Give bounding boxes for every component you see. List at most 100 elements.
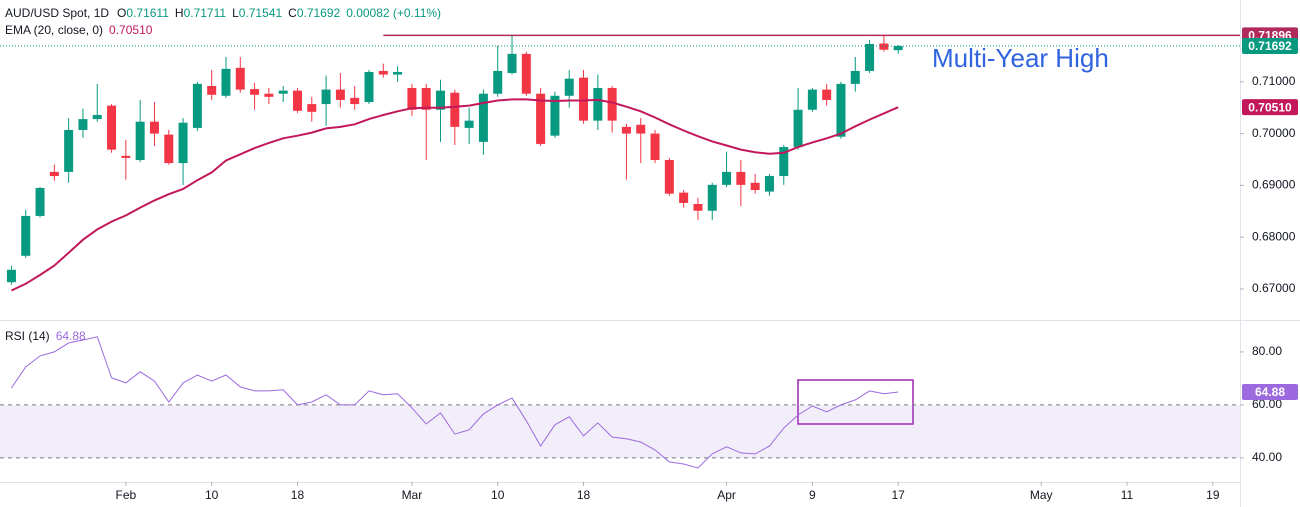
candle-body [149,121,159,134]
candle-body [92,114,102,120]
y-tick-label: 0.70000 [1252,126,1296,140]
candle-body [879,43,889,50]
candle-body [807,89,817,110]
candle-body [378,70,388,75]
x-tick-label: Feb [116,488,137,502]
candle-body [593,88,603,121]
annotation: Multi-Year High [932,43,1109,73]
legend-field-value: 0.71692 [297,6,341,20]
y-tick-label: 0.69000 [1252,178,1296,192]
legend-row: RSI (14) 64.88 [5,329,86,343]
candle-body [6,269,16,283]
highlight-box [797,379,914,425]
y-tick-label: 0.71000 [1252,74,1296,88]
candle-body [121,155,131,158]
candle-body [364,71,374,103]
legend-field-name: O [117,6,126,20]
candle-body [707,184,717,211]
candle-body [292,90,302,111]
x-tick-label: 11 [1121,488,1134,502]
candle-body [650,133,660,160]
candle-body [850,70,860,84]
x-tick-label: May [1030,488,1053,502]
candle-body [822,89,832,100]
candle-body [478,93,488,142]
y-tick-label: 80.00 [1252,344,1282,358]
price-tag [1242,99,1298,116]
x-tick-label: 18 [577,488,591,502]
legend-field-value: 0.71611 [126,6,169,20]
candle-body [679,192,689,203]
candle-body [49,171,59,177]
y-tick-label: 40.00 [1252,450,1282,464]
legend-field-value: 0.71711 [184,6,227,20]
value-tag-label: 64.88 [1255,385,1285,399]
candle-body [21,215,31,256]
candle-body [550,95,560,136]
candle-body [450,92,460,127]
candle-body [865,44,875,71]
legend-row: AUD/USD Spot, 1D O0.71611 H0.71711 L0.71541… [5,6,441,20]
candle-body [836,83,846,137]
candle-body [107,105,117,150]
x-tick-label: Apr [717,488,736,502]
x-tick-label: 18 [291,488,305,502]
candle-body [192,83,202,128]
candle-body [221,68,231,96]
price-tag-label: 0.71692 [1248,39,1292,53]
legend-field-name: L [232,6,239,20]
candle-body [464,120,474,128]
x-tick-label: 17 [891,488,905,502]
candle-body [521,53,531,94]
candle-body [207,85,217,95]
legend-field-name: H [175,6,184,20]
candle-body [250,89,260,95]
legend-title: AUD/USD Spot, 1D [5,6,109,20]
candle-body [64,129,74,172]
legend-field-value: 0.71541 [239,6,283,20]
legend-series-value: 0.70510 [109,23,153,37]
x-tick-label: Mar [402,488,423,502]
candle-body [764,176,774,192]
x-tick-label: 9 [809,488,816,502]
candle-body [35,187,45,216]
candle-body [564,78,574,96]
rsi-band [0,404,1240,458]
candle-body [321,89,331,105]
candle-body [135,121,145,160]
legend-series-name: EMA (20, close, 0) [5,23,103,37]
value-tag [1242,383,1298,400]
candle-body [307,104,317,112]
legend-field-name: C [288,6,297,20]
candle-body [436,90,446,110]
legend-row: EMA (20, close, 0) 0.70510 [5,23,153,37]
candle-body [350,97,360,105]
candle-body [736,171,746,185]
candle-body [335,89,345,100]
candle-body [164,134,174,164]
price-tag-label: 0.70510 [1248,100,1292,114]
legend-series-name: RSI (14) [5,329,50,343]
candle-body [664,160,674,194]
candle-body [722,171,732,185]
candle-body [607,88,617,121]
candle-body [178,122,188,164]
candle-body [536,93,546,144]
y-tick-label: 0.68000 [1252,229,1296,243]
candle-body [407,88,417,110]
candle-body [579,77,589,121]
candle-body [893,45,903,51]
candle-body [235,67,245,90]
y-tick-label: 0.67000 [1252,281,1296,295]
x-tick-label: 10 [491,488,505,502]
rsi-line [10,336,899,469]
candle-body [693,204,703,211]
legend-change: 0.00082 (+0.11%) [346,6,441,20]
candle-body [507,53,517,74]
candle-body [750,182,760,191]
candle-body [621,126,631,134]
candle-body [278,90,288,94]
candle-body [493,70,503,94]
legend-series-value: 64.88 [56,329,86,343]
